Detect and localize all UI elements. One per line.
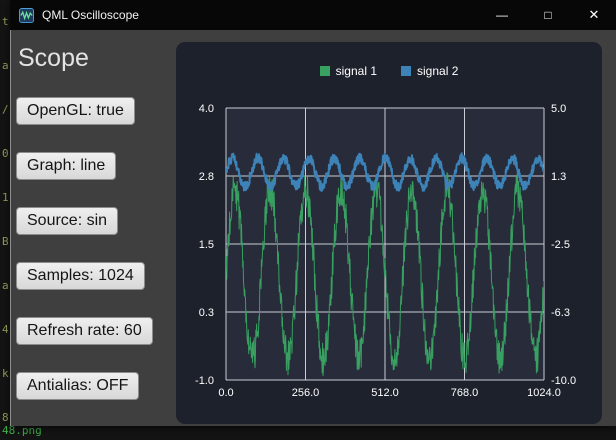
chart-legend: signal 1 signal 2	[176, 64, 602, 78]
y-axis-right-tick-label: -10.0	[551, 375, 576, 387]
window-title: QML Oscilloscope	[42, 8, 139, 22]
chart-panel: signal 1 signal 2 4.0 2.8 1.5 0.3 -1.0 5.0 1.3…	[176, 42, 602, 424]
y-axis-right-tick-label: 5.0	[551, 103, 566, 115]
title-bar[interactable]: QML Oscilloscope — □ ✕	[10, 0, 616, 30]
legend-item-signal-1[interactable]: signal 1	[319, 64, 377, 78]
close-icon: ✕	[588, 7, 600, 22]
x-axis-tick-label: 0.0	[218, 387, 233, 399]
terminal-filename-text: 48.png	[2, 424, 42, 437]
close-button[interactable]: ✕	[571, 0, 616, 30]
app-icon	[19, 7, 34, 23]
y-axis-left-tick-label: 0.3	[199, 307, 214, 319]
maximize-button[interactable]: □	[525, 0, 571, 30]
series-line-1	[226, 172, 544, 377]
oscilloscope-plot: 4.0 2.8 1.5 0.3 -1.0 5.0 1.3 -2.5 -6.3 -10.0 0.0 25…	[195, 103, 576, 399]
y-axis-left-tick-label: -1.0	[195, 375, 214, 387]
graph-type-button[interactable]: Graph: line	[16, 152, 117, 180]
legend-label-signal-1: signal 1	[335, 64, 377, 78]
minimize-icon: —	[496, 8, 508, 22]
signal-2-swatch	[401, 66, 411, 76]
source-button[interactable]: Source: sin	[16, 207, 119, 235]
window-content: Scope OpenGL: true Graph: line Source: s…	[11, 30, 616, 426]
legend-item-signal-2[interactable]: signal 2	[401, 64, 458, 78]
x-axis-tick-label: 768.0	[451, 387, 479, 399]
y-axis-left-tick-label: 1.5	[199, 239, 214, 251]
minimize-button[interactable]: —	[479, 0, 525, 30]
legend-label-signal-2: signal 2	[417, 64, 459, 78]
page-title: Scope	[18, 44, 89, 72]
signal-1-swatch	[319, 66, 330, 76]
maximize-icon: □	[544, 8, 552, 22]
y-axis-left-tick-label: 4.0	[199, 103, 214, 115]
opengl-toggle-button[interactable]: OpenGL: true	[16, 97, 135, 125]
x-axis-tick-label: 1024.0	[527, 387, 561, 399]
y-axis-right-tick-label: 1.3	[551, 171, 566, 183]
samples-button[interactable]: Samples: 1024	[16, 262, 145, 290]
y-axis-left-tick-label: 2.8	[199, 171, 214, 183]
background-terminal-text: t a / 0 1 B a 4 k 8	[2, 15, 9, 424]
antialias-button[interactable]: Antialias: OFF	[16, 372, 140, 400]
sidebar: Scope OpenGL: true Graph: line Source: s…	[11, 30, 176, 426]
series-line-2	[226, 152, 544, 192]
y-axis-right-tick-label: -6.3	[551, 307, 570, 319]
app-window: QML Oscilloscope — □ ✕ Scope OpenGL: tru…	[10, 0, 616, 426]
x-axis-tick-label: 512.0	[371, 387, 399, 399]
x-axis-tick-label: 256.0	[292, 387, 320, 399]
refresh-rate-button[interactable]: Refresh rate: 60	[16, 317, 153, 345]
y-axis-right-tick-label: -2.5	[551, 239, 570, 251]
